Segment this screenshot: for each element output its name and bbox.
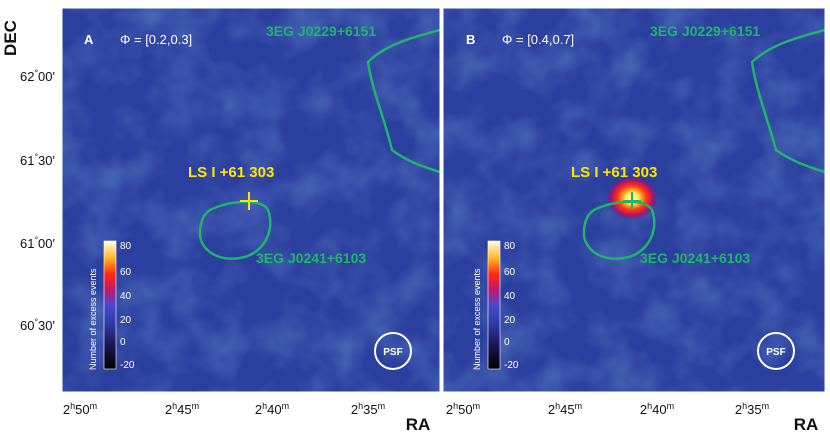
colorbar-tick: 40: [504, 291, 516, 302]
panel-a-source-lower: 3EG J0241+6103: [256, 250, 366, 266]
colorbar-tick: 60: [120, 267, 132, 278]
colorbar-tick: 40: [120, 291, 132, 302]
panel-a-phase: Φ = [0.2,0.3]: [120, 32, 192, 47]
y-axis-label: DEC: [1, 20, 20, 56]
panel-b-contour-upper: [750, 28, 825, 174]
x-tick-labels-b: 2h50m 2h45m 2h40m 2h35m RA: [446, 401, 818, 434]
x-tick-label: 2h35m: [351, 401, 385, 417]
colorbar-tick: -20: [120, 360, 135, 371]
colorbar-tick: 0: [504, 337, 510, 348]
x-axis-label: RA: [406, 415, 431, 434]
colorbar-scale: [103, 240, 117, 370]
colorbar-scale: [487, 240, 501, 370]
panel-b-colorbar: Number of excess events 80 60 40 20 0 -2…: [472, 240, 519, 371]
colorbar-tick: 60: [504, 267, 516, 278]
x-tick-label: 2h50m: [63, 401, 97, 417]
colorbar-title: Number of excess events: [472, 268, 482, 370]
colorbar-title: Number of excess events: [88, 268, 98, 370]
panel-b: B Φ = [0.4,0.7] 3EG J0229+6151 LS I +61 …: [442, 7, 826, 393]
x-tick-label: 2h40m: [640, 401, 674, 417]
panel-a-border: [61, 7, 441, 393]
x-tick-label: 2h50m: [446, 401, 480, 417]
y-tick-label: 60°30': [20, 317, 55, 333]
x-tick-label: 2h35m: [735, 401, 769, 417]
panel-a-contour-lower: [198, 200, 272, 260]
colorbar-tick: 80: [504, 241, 516, 252]
panel-b-letter: B: [466, 32, 475, 47]
x-axis-label: RA: [794, 415, 819, 434]
panel-b-source-upper: 3EG J0229+6151: [650, 23, 760, 39]
panel-a-source-upper: 3EG J0229+6151: [266, 23, 376, 39]
colorbar-tick: 20: [504, 315, 516, 326]
panel-a-letter: A: [84, 32, 94, 47]
y-tick-label: 61°00': [20, 235, 55, 251]
panel-b-target-label: LS I +61 303: [571, 164, 657, 181]
panel-a-colorbar: Number of excess events 80 60 40 20 0 -2…: [88, 240, 135, 371]
x-tick-label: 2h45m: [548, 401, 582, 417]
colorbar-tick: 80: [120, 241, 132, 252]
psf-circle: [374, 332, 412, 370]
colorbar-tick: 0: [120, 337, 126, 348]
panel-b-psf: PSF: [757, 332, 795, 370]
x-tick-labels-a: 2h50m 2h45m 2h40m 2h35m RA: [63, 401, 430, 434]
y-tick-labels: 62°00' 61°30' 61°00' 60°30': [20, 68, 55, 333]
panel-a-psf: PSF: [374, 332, 412, 370]
panel-b-contour-lower: [582, 200, 656, 260]
panel-a-contour-upper: [366, 28, 440, 174]
panel-a-target-label: LS I +61 303: [188, 164, 274, 181]
y-tick-label: 62°00': [20, 68, 55, 84]
psf-label: PSF: [383, 347, 402, 358]
colorbar-tick: 20: [120, 315, 132, 326]
panel-b-target-marker: [623, 192, 641, 210]
x-tick-label: 2h40m: [255, 401, 289, 417]
panel-b-source-lower: 3EG J0241+6103: [640, 250, 750, 266]
panel-a-target-marker: [240, 192, 258, 210]
x-tick-label: 2h45m: [165, 401, 199, 417]
y-tick-label: 61°30': [20, 152, 55, 168]
panel-b-phase: Φ = [0.4,0.7]: [502, 32, 574, 47]
psf-circle: [757, 332, 795, 370]
panel-b-border: [442, 7, 826, 393]
colorbar-tick: -20: [504, 360, 519, 371]
panel-a: A Φ = [0.2,0.3] 3EG J0229+6151 LS I +61 …: [61, 7, 441, 393]
psf-label: PSF: [766, 347, 785, 358]
